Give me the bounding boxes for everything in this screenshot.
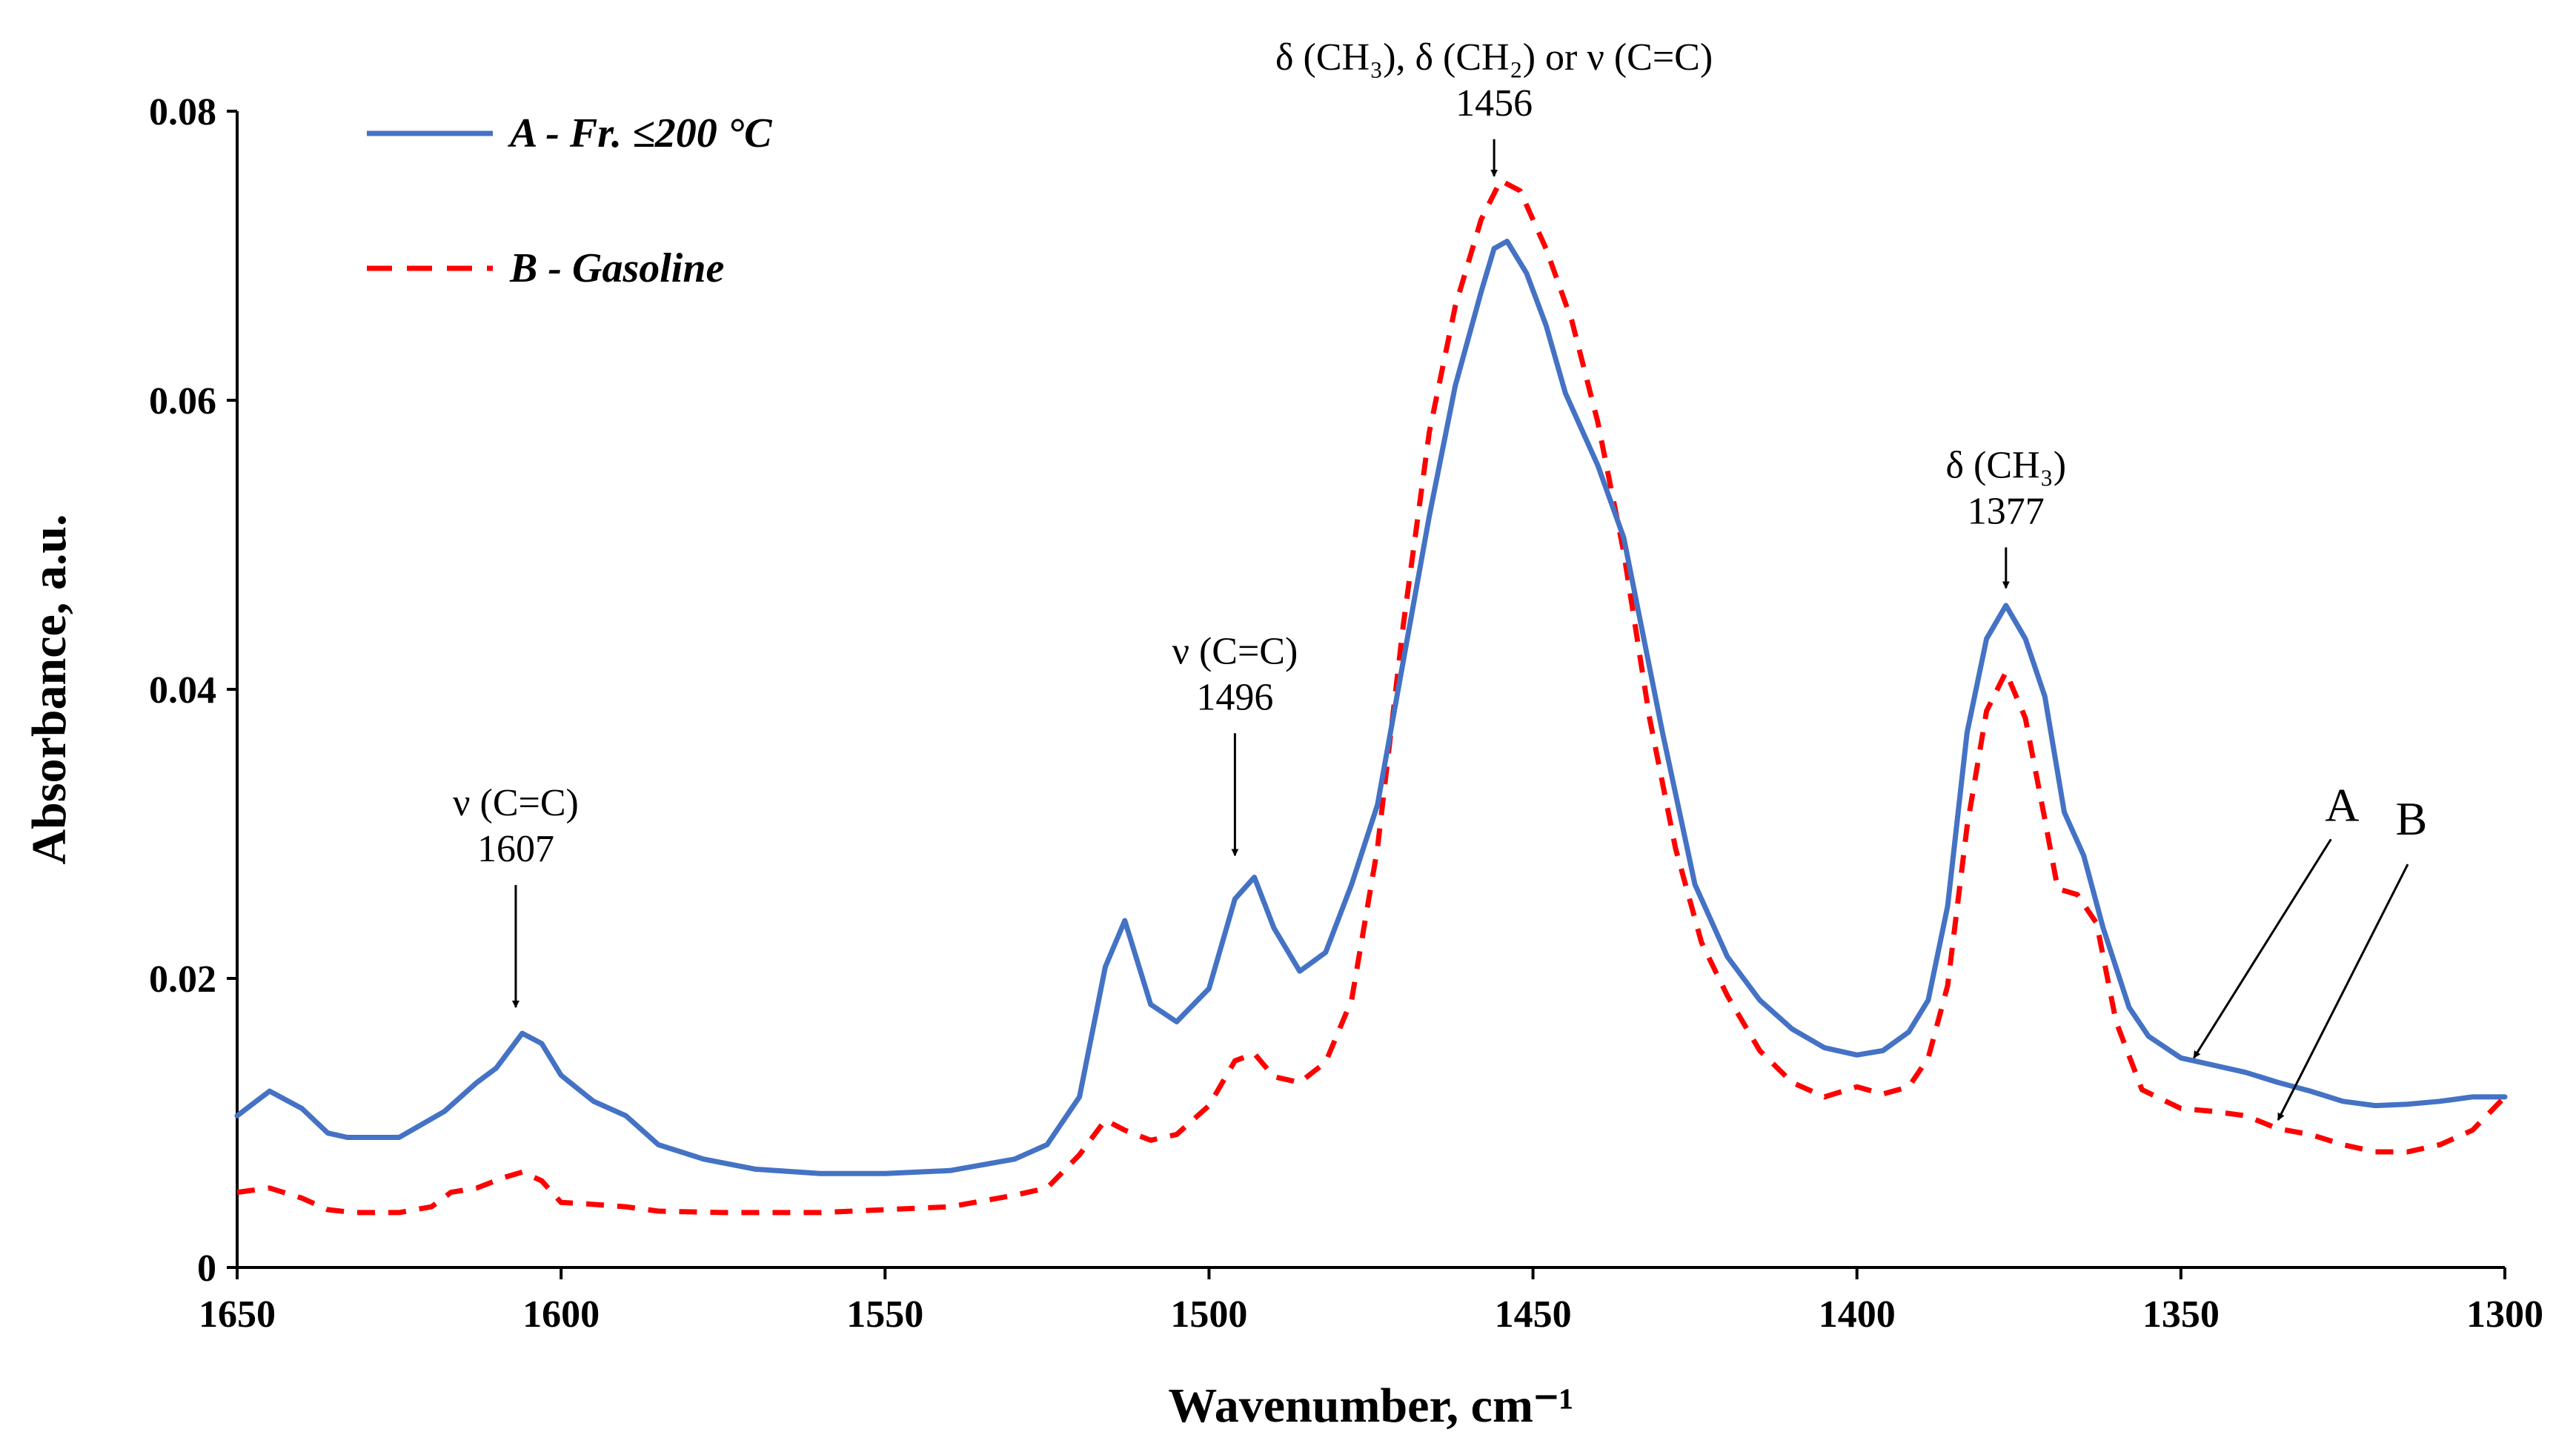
x-ticks: 1650 1600 1550 1500 1450 1400 1350 1300 bbox=[199, 1267, 2543, 1336]
peak-value: 1456 bbox=[1455, 82, 1533, 125]
x-axis-title: Wavenumber, cm⁻¹ bbox=[1168, 1379, 1573, 1433]
x-tick-label: 1550 bbox=[846, 1293, 923, 1336]
curve-a-arrow bbox=[2193, 838, 2332, 1059]
y-tick-label: 0.02 bbox=[149, 958, 216, 1001]
legend-label-b: B - Gasoline bbox=[509, 245, 724, 291]
x-tick-label: 1400 bbox=[1819, 1293, 1896, 1336]
peak-value: 1496 bbox=[1196, 676, 1273, 718]
series-b-line bbox=[236, 178, 2507, 1216]
peak-label: ν (C=C) bbox=[1172, 630, 1298, 672]
x-tick-label: 1350 bbox=[2142, 1293, 2220, 1336]
series-layer bbox=[234, 178, 2508, 1216]
legend-label-a: A - Fr. ≤200 °C bbox=[508, 110, 772, 156]
series-a-line bbox=[234, 239, 2508, 1176]
curve-b-arrow bbox=[2277, 864, 2409, 1121]
x-tick-label: 1650 bbox=[199, 1293, 276, 1336]
y-tick-label: 0.04 bbox=[149, 669, 216, 712]
plot-area: 0 0.02 0.04 0.06 0.08 1650 1600 1550 1500 1450 14… bbox=[149, 36, 2543, 1336]
peak-label: ν (C=C) bbox=[453, 782, 579, 824]
peak-label: δ (CH₃), δ (CH₂) or ν (C=C) bbox=[1275, 36, 1713, 79]
peak-value: 1607 bbox=[477, 828, 554, 870]
y-tick-label: 0 bbox=[197, 1247, 216, 1290]
y-tick-label: 0.08 bbox=[149, 91, 216, 133]
x-tick-label: 1500 bbox=[1170, 1293, 1247, 1336]
x-tick-label: 1600 bbox=[522, 1293, 600, 1336]
curve-b-label: B bbox=[2396, 792, 2428, 845]
x-tick-label: 1450 bbox=[1495, 1293, 1572, 1336]
peak-value: 1377 bbox=[1968, 491, 2045, 533]
legend: A - Fr. ≤200 °C B - Gasoline bbox=[367, 110, 772, 291]
x-tick-label: 1300 bbox=[2466, 1293, 2543, 1336]
y-tick-label: 0.06 bbox=[149, 380, 216, 422]
y-ticks: 0 0.02 0.04 0.06 0.08 bbox=[149, 91, 237, 1290]
curve-a-label: A bbox=[2325, 778, 2359, 831]
peak-label: δ (CH₃) bbox=[1946, 445, 2067, 487]
y-axis-title: Absorbance, a.u. bbox=[22, 514, 76, 864]
